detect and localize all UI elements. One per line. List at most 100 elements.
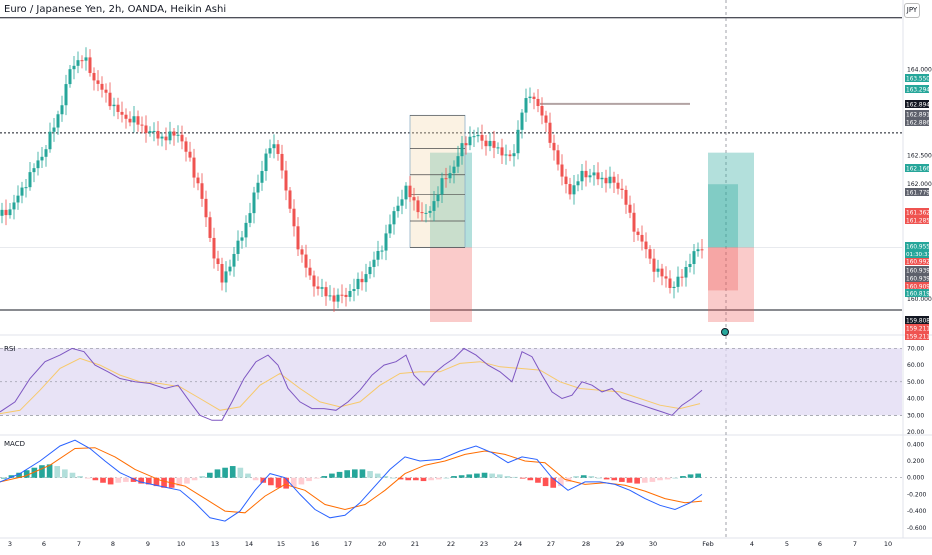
candle-body (512, 153, 516, 157)
macd-histogram-bar (115, 477, 122, 483)
macd-histogram-bar (329, 473, 335, 478)
candle-body (240, 237, 244, 241)
macd-histogram-bar (352, 469, 358, 478)
rsi-line (0, 347, 703, 421)
price-axis-label: 160.000 (907, 296, 932, 303)
price-tag-label: 162.891 (906, 113, 930, 119)
candle-body (608, 176, 612, 184)
candle-body (652, 258, 656, 272)
candle-body (396, 205, 400, 212)
time-axis-label: 24 (514, 540, 522, 548)
macd-histogram-bar (519, 477, 526, 479)
time-axis-label: 28 (582, 540, 590, 548)
macd-histogram-bar (283, 477, 289, 489)
candle-body (452, 166, 456, 174)
countdown-tag (905, 250, 929, 258)
price-tag (905, 289, 929, 297)
price-axis-label: 162.500 (907, 153, 932, 160)
long-position-loss-zone[interactable] (708, 247, 738, 291)
macd-histogram-bar (260, 477, 267, 483)
price-tag-label: 161.285 (906, 219, 930, 225)
candle-body (592, 172, 596, 176)
candle-body (16, 195, 20, 203)
candle-body (112, 104, 116, 107)
price-tag-label: 159.211 (906, 327, 930, 333)
macd-axis-label: 0.400 (907, 441, 924, 448)
price-tag (905, 257, 929, 265)
macd-histogram-bar (672, 477, 679, 479)
candle-body (412, 197, 416, 201)
candle-body (616, 182, 620, 189)
candle-body (364, 274, 368, 283)
price-tag-label: 160.955 (906, 245, 930, 251)
time-axis-label: 13 (211, 540, 219, 548)
alert-marker-icon[interactable] (721, 328, 729, 336)
time-axis-label: 7 (77, 540, 81, 548)
candle-body (144, 125, 148, 133)
macd-histogram-bar (474, 473, 480, 478)
rsi-label: RSI (4, 345, 16, 353)
macd-histogram-bar (145, 477, 152, 485)
macd-histogram-bar (390, 477, 396, 479)
countdown-label: 01:30:31 (906, 252, 932, 258)
candle-body (408, 185, 412, 198)
long-position-loss-zone[interactable] (708, 247, 754, 322)
macd-histogram-bar (657, 477, 663, 481)
time-axis-label: 22 (447, 540, 455, 548)
candle-body (200, 183, 204, 199)
price-tag (905, 208, 929, 216)
price-tag-label: 160.939 (906, 269, 930, 275)
time-axis-label: 6 (42, 540, 46, 548)
candle-body (272, 144, 276, 149)
price-tag (905, 282, 929, 290)
time-axis-label: 23 (480, 540, 488, 548)
price-tag-label: 160.819 (906, 292, 930, 298)
candle-body (344, 294, 348, 297)
candle-body (224, 271, 228, 283)
candle-body (384, 233, 388, 251)
macd-histogram-bar (558, 477, 564, 487)
candle-body (588, 175, 592, 178)
rsi-axis-label: 50.00 (907, 379, 924, 386)
candle-body (228, 266, 232, 272)
macd-histogram-bar (130, 477, 137, 482)
candle-body (432, 201, 436, 211)
candle-body (644, 241, 648, 250)
candle-body (656, 268, 660, 272)
macd-histogram-bar (275, 477, 282, 488)
candle-body (524, 98, 528, 113)
candle-body (176, 134, 180, 136)
long-position-profit-zone[interactable] (708, 184, 738, 248)
macd-histogram-bar (123, 477, 129, 482)
candle-body (236, 240, 240, 254)
candle-body (320, 287, 324, 289)
candle-body (564, 176, 568, 185)
long-position-loss-zone[interactable] (430, 247, 472, 322)
macd-histogram-bar (489, 473, 495, 478)
candle-body (216, 258, 220, 264)
macd-histogram-bar (23, 470, 30, 478)
macd-histogram-bar (84, 477, 91, 479)
candle-body (148, 131, 152, 133)
candle-body (520, 112, 524, 130)
time-axis-label: 7 (853, 540, 857, 548)
candle-body (132, 116, 136, 123)
candle-body (380, 250, 384, 252)
candle-body (456, 156, 460, 167)
currency-badge[interactable]: JPY (904, 3, 920, 18)
macd-histogram-bar (611, 477, 618, 481)
candle-body (696, 249, 700, 252)
long-position-profit-zone[interactable] (708, 152, 754, 248)
macd-histogram-bar (46, 464, 53, 478)
candle-body (12, 202, 16, 210)
candle-body (124, 114, 128, 119)
candle-body (96, 80, 100, 84)
rsi-axis-label: 60.00 (907, 362, 924, 369)
fib-retracement-box[interactable] (409, 114, 466, 248)
macd-histogram-bar (184, 477, 190, 484)
price-tag-label: 160.909 (906, 285, 930, 291)
candle-body (24, 187, 28, 189)
candle-body (600, 177, 604, 180)
time-axis-label: 21 (411, 540, 419, 548)
